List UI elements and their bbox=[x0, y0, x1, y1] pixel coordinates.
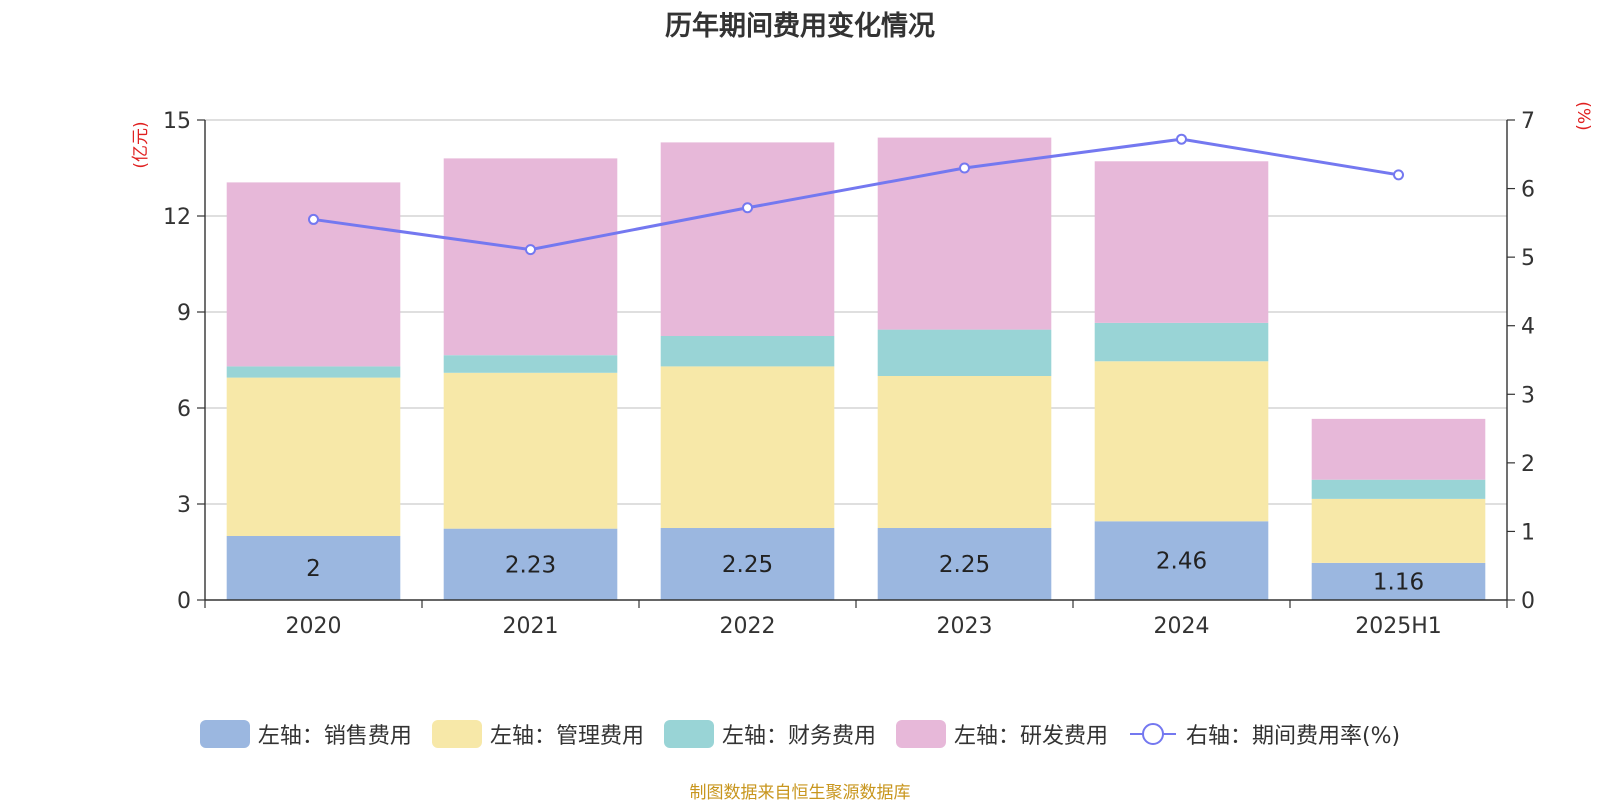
bar-0-2025H1 bbox=[1311, 562, 1486, 600]
bar-series bbox=[226, 137, 1486, 600]
bar-1-2025H1 bbox=[1311, 498, 1486, 563]
legend-item[interactable]: 左轴：财务费用 bbox=[663, 718, 876, 750]
data-label: 2 bbox=[306, 556, 321, 582]
y-right-tick-label: 5 bbox=[1521, 246, 1535, 271]
bar-2-2022 bbox=[660, 336, 835, 367]
y-right-tick-label: 6 bbox=[1521, 178, 1535, 203]
bar-1-2024 bbox=[1094, 361, 1269, 522]
x-tick-label: 2025H1 bbox=[1355, 614, 1442, 639]
legend-label: 左轴：管理费用 bbox=[489, 724, 644, 749]
data-labels: 2 2.23 2.25 2.25 2.46 1.16 bbox=[306, 549, 1424, 596]
legend-swatch bbox=[663, 720, 714, 748]
rate-point bbox=[959, 162, 970, 174]
bar-1-2022 bbox=[660, 366, 835, 528]
source-note: 制图数据来自恒生聚源数据库 bbox=[689, 783, 911, 803]
x-tick-label: 2020 bbox=[286, 614, 342, 639]
data-label: 2.25 bbox=[939, 552, 990, 578]
bar-3-2025H1 bbox=[1311, 418, 1486, 480]
legend-item[interactable]: 左轴：销售费用 bbox=[199, 718, 412, 750]
legend: 左轴：销售费用 左轴：管理费用 左轴：财务费用 左轴：研发费用 右轴：期间费用率(%) bbox=[0, 718, 1600, 750]
legend-item[interactable]: 左轴：研发费用 bbox=[895, 718, 1108, 750]
bar-3-2020 bbox=[226, 182, 401, 367]
y-axis-right-label: (%) bbox=[1573, 101, 1593, 130]
y-left-tick-label: 12 bbox=[163, 205, 191, 230]
data-label: 2.23 bbox=[505, 552, 556, 578]
x-tick-label: 2022 bbox=[720, 614, 776, 639]
data-label: 2.46 bbox=[1156, 549, 1207, 575]
legend-label: 左轴：财务费用 bbox=[721, 724, 876, 749]
bar-2-2025H1 bbox=[1311, 479, 1486, 499]
bar-1-2020 bbox=[226, 377, 401, 536]
legend-label: 右轴：期间费用率(%) bbox=[1185, 724, 1401, 749]
x-tick-label: 2023 bbox=[937, 614, 993, 639]
rate-point bbox=[308, 213, 319, 225]
y-left-tick-label: 0 bbox=[177, 589, 191, 614]
legend-item[interactable]: 左轴：管理费用 bbox=[431, 718, 644, 750]
legend-swatch bbox=[199, 720, 250, 748]
rate-point bbox=[742, 202, 753, 214]
y-left-tick-label: 15 bbox=[163, 109, 191, 134]
grid-lines bbox=[205, 119, 1507, 505]
legend-line-marker-icon bbox=[1129, 723, 1176, 745]
y-right-tick-label: 0 bbox=[1521, 589, 1535, 614]
bar-2-2020 bbox=[226, 366, 401, 378]
rate-point bbox=[1176, 133, 1187, 145]
y-right-tick-label: 1 bbox=[1521, 520, 1535, 545]
rate-point bbox=[1393, 169, 1404, 181]
bar-2-2023 bbox=[877, 329, 1052, 376]
legend-swatch bbox=[431, 720, 482, 748]
rate-point bbox=[525, 244, 536, 256]
bar-3-2021 bbox=[443, 158, 618, 356]
bar-0-2023 bbox=[877, 528, 1052, 600]
bar-3-2024 bbox=[1094, 161, 1269, 323]
y-right-tick-label: 4 bbox=[1521, 315, 1535, 340]
y-left-tick-label: 6 bbox=[177, 397, 191, 422]
y-left-tick-label: 3 bbox=[177, 493, 191, 518]
legend-item[interactable]: 右轴：期间费用率(%) bbox=[1128, 718, 1400, 750]
bar-1-2023 bbox=[877, 376, 1052, 528]
data-label: 2.25 bbox=[722, 552, 773, 578]
chart-title: 历年期间费用变化情况 bbox=[665, 11, 935, 42]
y-axis-left-label: (亿元) bbox=[131, 121, 151, 168]
bar-0-2020 bbox=[226, 536, 401, 600]
bar-3-2022 bbox=[660, 142, 835, 336]
y-right-tick-label: 7 bbox=[1521, 109, 1535, 134]
x-tick-label: 2024 bbox=[1154, 614, 1210, 639]
bar-2-2021 bbox=[443, 355, 618, 373]
x-tick-label: 2021 bbox=[503, 614, 559, 639]
bar-0-2022 bbox=[660, 528, 835, 600]
bar-1-2021 bbox=[443, 372, 618, 529]
bar-2-2024 bbox=[1094, 322, 1269, 362]
legend-label: 左轴：销售费用 bbox=[257, 724, 412, 749]
bar-0-2021 bbox=[443, 528, 618, 600]
line-series bbox=[308, 133, 1404, 256]
y-left-tick-label: 9 bbox=[177, 301, 191, 326]
y-right-tick-label: 3 bbox=[1521, 383, 1535, 408]
rate-line bbox=[313, 137, 1399, 252]
legend-swatch bbox=[895, 720, 946, 748]
y-right-tick-label: 2 bbox=[1521, 452, 1535, 477]
legend-label: 左轴：研发费用 bbox=[953, 724, 1108, 749]
bar-0-2024 bbox=[1094, 521, 1269, 600]
data-label: 1.16 bbox=[1373, 569, 1424, 595]
